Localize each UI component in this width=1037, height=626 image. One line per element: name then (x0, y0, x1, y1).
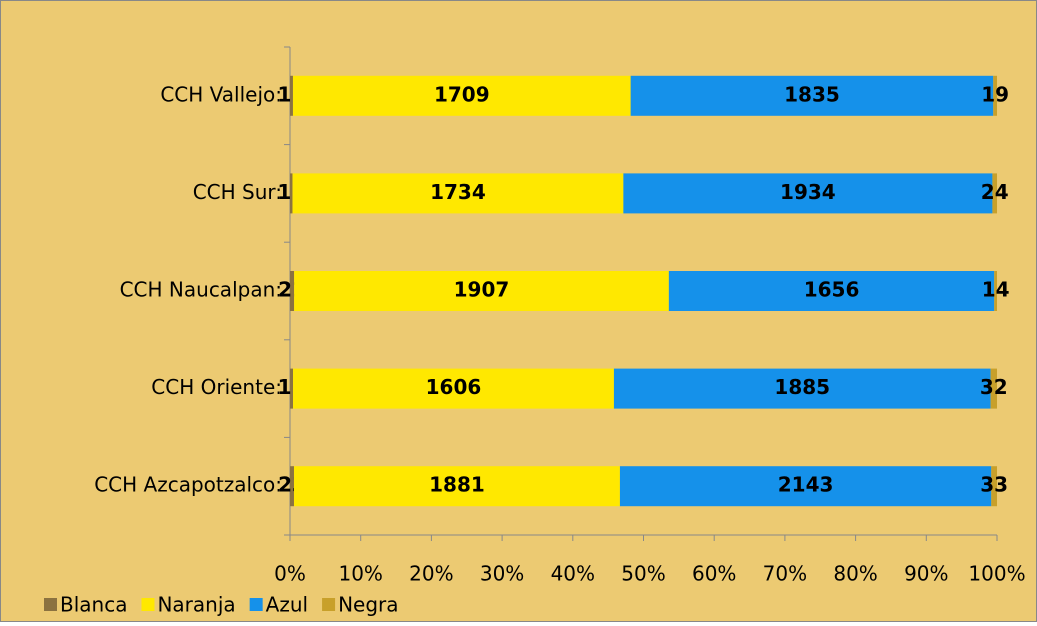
data-label: 1881 (429, 473, 485, 497)
bar-segment (630, 75, 994, 116)
bar-segment (292, 173, 624, 214)
data-label: 1885 (774, 375, 830, 399)
data-label: 1835 (784, 82, 840, 106)
legend-label: Azul (266, 593, 308, 617)
bar-segment (992, 173, 997, 214)
x-tick-label: 40% (551, 562, 595, 586)
data-label: 2143 (778, 473, 834, 497)
bar-segment (993, 75, 997, 116)
data-label: 1934 (780, 180, 836, 204)
bar-segment (994, 271, 997, 311)
data-label: 1907 (454, 278, 510, 302)
data-label: 32 (980, 375, 1008, 399)
bar-segment (668, 271, 995, 311)
legend-swatch (44, 598, 57, 611)
bar-segment (290, 271, 295, 311)
bar-segment (613, 368, 991, 409)
x-tick-label: 0% (274, 562, 306, 586)
data-label: 33 (980, 473, 1008, 497)
legend-swatch (322, 598, 336, 611)
bar-segment (292, 368, 614, 409)
data-label: 24 (981, 180, 1009, 204)
data-label: 19 (981, 82, 1009, 106)
x-tick-label: 30% (480, 562, 524, 586)
y-tick-label: CCH Vallejo: (160, 82, 282, 106)
bar-segment (294, 271, 669, 311)
data-label: 14 (982, 278, 1010, 302)
data-label: 1734 (430, 180, 486, 204)
data-label: 1656 (804, 278, 860, 302)
bar-segment (623, 173, 993, 214)
x-tick-label: 20% (409, 562, 453, 586)
bar-segment (990, 368, 997, 409)
y-tick-label: CCH Azcapotzalco: (94, 473, 282, 497)
bar-segment (290, 368, 293, 409)
bar-segment (292, 75, 631, 116)
legend-label: Negra (338, 593, 398, 617)
x-tick-label: 100% (968, 562, 1025, 586)
legend-label: Naranja (157, 593, 235, 617)
x-tick-label: 60% (692, 562, 736, 586)
legend-swatch (249, 598, 263, 611)
bar-segment (290, 466, 294, 507)
legend-label: Blanca (60, 593, 127, 617)
data-label: 1709 (434, 82, 490, 106)
bar-segment (293, 466, 620, 507)
x-tick-label: 10% (338, 562, 382, 586)
data-label: 1606 (426, 375, 482, 399)
legend-swatch (141, 598, 155, 611)
bar-segment (290, 173, 293, 214)
x-tick-label: 90% (904, 562, 948, 586)
x-tick-label: 70% (763, 562, 807, 586)
y-tick-label: CCH Sur: (193, 180, 282, 204)
bar-segment (619, 466, 992, 507)
bar-segment (991, 466, 997, 507)
x-tick-label: 80% (833, 562, 877, 586)
y-tick-label: CCH Naucalpan: (120, 278, 282, 302)
x-tick-label: 50% (621, 562, 665, 586)
y-tick-label: CCH Oriente: (151, 375, 282, 399)
bar-segment (290, 75, 293, 116)
